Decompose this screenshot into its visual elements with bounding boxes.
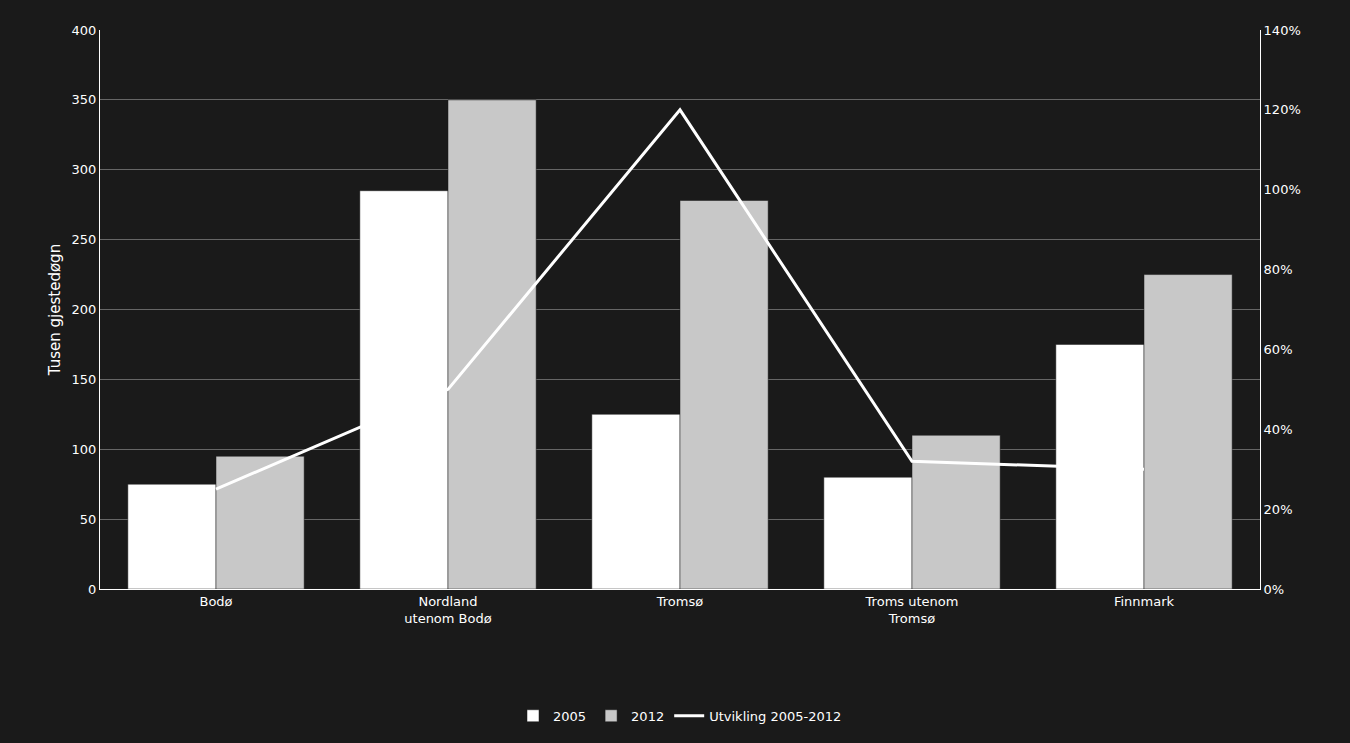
svg-text:400: 400 [72, 23, 97, 38]
svg-text:100%: 100% [1264, 182, 1301, 197]
svg-text:Tusen gjestedøgn: Tusen gjestedøgn [46, 244, 64, 376]
svg-text:60%: 60% [1264, 342, 1293, 357]
svg-text:20%: 20% [1264, 502, 1293, 517]
svg-text:250: 250 [72, 232, 97, 247]
svg-text:50: 50 [80, 512, 97, 527]
svg-text:140%: 140% [1264, 23, 1301, 38]
svg-text:40%: 40% [1264, 422, 1293, 437]
svg-text:2012: 2012 [631, 709, 664, 724]
svg-text:300: 300 [72, 162, 97, 177]
svg-text:Bodø: Bodø [199, 594, 232, 609]
svg-text:Nordlandutenom Bodø: Nordlandutenom Bodø [404, 594, 491, 626]
svg-text:Troms utenomTromsø: Troms utenomTromsø [865, 594, 959, 626]
svg-text:Tromsø: Tromsø [656, 594, 703, 609]
svg-text:2005: 2005 [553, 709, 586, 724]
svg-text:120%: 120% [1264, 102, 1301, 117]
svg-text:0%: 0% [1264, 582, 1285, 597]
svg-text:150: 150 [72, 372, 97, 387]
svg-text:200: 200 [72, 302, 97, 317]
svg-text:100: 100 [72, 442, 97, 457]
svg-text:350: 350 [72, 92, 97, 107]
svg-text:80%: 80% [1264, 262, 1293, 277]
svg-text:Finnmark: Finnmark [1114, 594, 1175, 609]
svg-text:0: 0 [88, 582, 96, 597]
svg-text:Utvikling 2005-2012: Utvikling 2005-2012 [709, 709, 841, 724]
